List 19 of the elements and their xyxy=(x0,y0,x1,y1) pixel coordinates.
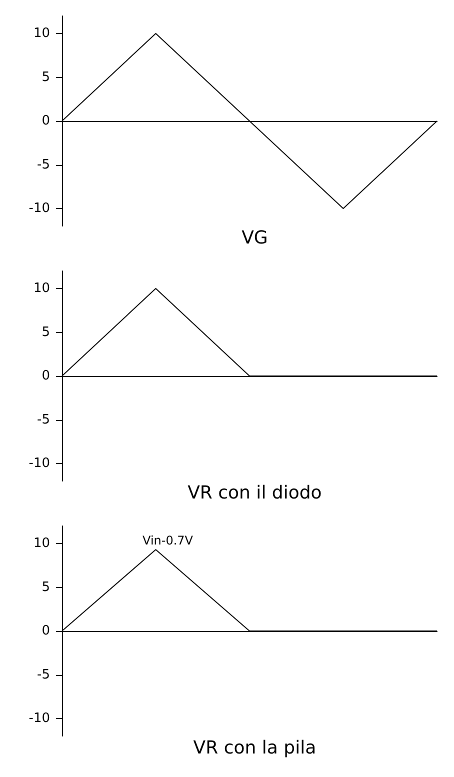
y-tick-label: 10 xyxy=(33,26,50,41)
y-tick-label: -10 xyxy=(28,711,50,726)
y-tick-label: 5 xyxy=(42,324,50,340)
y-tick-label: 10 xyxy=(33,536,50,551)
y-tick-label: 0 xyxy=(42,368,50,384)
y-tick-label: -5 xyxy=(37,412,50,428)
y-tick-label: 0 xyxy=(42,114,50,128)
y-tick-label: 5 xyxy=(42,580,50,595)
annotation: Vin-0.7V xyxy=(142,534,194,548)
y-tick-label: -10 xyxy=(28,456,50,471)
y-tick-label: -5 xyxy=(37,157,50,172)
x-axis-title: VG xyxy=(242,228,268,248)
y-tick-label: 10 xyxy=(33,281,50,296)
y-tick-label: 0 xyxy=(42,624,50,638)
x-axis-title: VR con la pila xyxy=(193,738,316,758)
x-axis-title: VR con il diodo xyxy=(188,482,322,504)
y-tick-label: 5 xyxy=(42,70,50,85)
y-tick-label: -5 xyxy=(37,667,50,682)
y-tick-label: -10 xyxy=(28,201,50,216)
